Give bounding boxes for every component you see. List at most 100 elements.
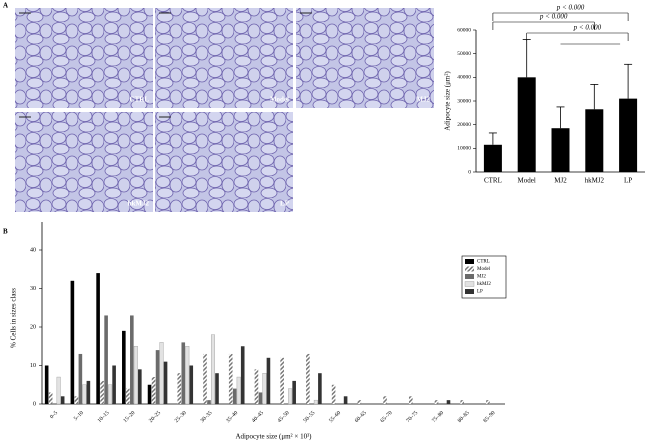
bar	[151, 377, 156, 404]
micrograph-label: LP	[280, 200, 290, 208]
bar	[288, 388, 293, 405]
bar	[236, 376, 241, 405]
bar	[383, 396, 387, 404]
bar	[60, 396, 65, 404]
bar	[331, 384, 336, 404]
x-tick-label: 45–50	[277, 410, 291, 424]
y-tick-label: 40	[30, 247, 36, 253]
significance-label: p < 0.000	[539, 13, 568, 21]
bar	[104, 315, 108, 404]
bar	[82, 384, 87, 405]
bar	[56, 376, 61, 405]
x-tick-label: 55–60	[328, 410, 342, 424]
y-axis-label: % Cells in sizes class	[10, 288, 18, 348]
micrograph	[296, 8, 434, 108]
bar	[486, 400, 490, 404]
bar	[122, 330, 126, 404]
bar	[44, 365, 49, 404]
y-tick-label: 0	[468, 169, 471, 175]
significance-label: p < 0.000	[556, 4, 585, 12]
x-tick-label: 85–90	[482, 410, 496, 424]
x-tick-label: 30–35	[200, 410, 214, 424]
bar	[147, 384, 152, 404]
bar	[112, 365, 116, 404]
bar	[266, 357, 271, 404]
bar	[483, 144, 502, 172]
legend-label: LP	[477, 290, 483, 295]
y-tick-label: 30000	[457, 98, 471, 104]
bar	[446, 400, 451, 404]
bar	[163, 361, 168, 404]
y-tick-label: 60000	[457, 27, 471, 33]
bar	[86, 380, 91, 404]
bar	[228, 353, 233, 404]
x-tick-label: CTRL	[484, 177, 502, 185]
legend-swatch	[465, 266, 474, 272]
legend-label: CTRL	[477, 260, 490, 265]
x-axis-label: Adipocyte size (μm² × 10³)	[235, 433, 312, 441]
bar	[240, 346, 245, 404]
x-tick-label: Model	[518, 177, 536, 185]
legend-label: Model	[477, 267, 491, 272]
bar	[343, 396, 348, 404]
bar	[155, 350, 160, 404]
x-tick-label: MJ2	[554, 177, 567, 185]
bar	[306, 353, 310, 404]
bar	[408, 396, 413, 404]
micrograph-label: CTRL	[130, 96, 150, 104]
bar	[585, 109, 604, 172]
x-tick-label: 15–20	[122, 410, 136, 424]
bar	[318, 373, 322, 404]
bar	[133, 346, 138, 405]
legend-label: hkMJ2	[477, 282, 491, 287]
legend-label: MJ2	[477, 275, 486, 280]
bar	[232, 388, 237, 404]
bar	[207, 400, 211, 404]
x-tick-label: 50–55	[302, 410, 316, 424]
x-tick-label: 75–80	[431, 410, 445, 424]
bar	[130, 315, 134, 404]
bar	[619, 98, 638, 172]
x-tick-label: 35–40	[225, 410, 239, 424]
bar	[138, 369, 142, 404]
x-tick-label: 70–75	[405, 410, 419, 424]
bar	[70, 280, 75, 404]
bar	[108, 384, 113, 405]
y-tick-label: 10000	[457, 146, 471, 152]
bar	[357, 400, 362, 404]
significance-label: p < 0.000	[573, 24, 602, 32]
micrograph-label: MJ2	[416, 96, 430, 104]
x-tick-label: 0–5	[49, 410, 59, 420]
y-tick-label: 20000	[457, 122, 471, 128]
bar	[203, 353, 207, 404]
bar	[258, 392, 263, 404]
micrograph	[155, 8, 293, 108]
panel-label: B	[3, 228, 8, 236]
bar	[210, 334, 215, 405]
bar	[517, 77, 536, 172]
bar	[181, 342, 186, 404]
legend-swatch	[464, 281, 475, 287]
y-tick-label: 40000	[457, 75, 471, 81]
x-tick-label: 40–45	[251, 410, 265, 424]
micrograph-label: hkMJ2	[128, 200, 150, 208]
bar	[189, 365, 194, 404]
y-tick-label: 30	[30, 286, 36, 292]
bar	[96, 273, 100, 404]
x-tick-label: 60–65	[354, 410, 368, 424]
x-tick-label: 5–10	[73, 410, 85, 422]
bar	[254, 369, 259, 404]
micrograph	[155, 112, 293, 212]
bar	[434, 400, 439, 404]
bar	[292, 380, 296, 404]
y-tick-label: 10	[30, 363, 36, 369]
bar	[215, 373, 219, 404]
bar	[100, 380, 104, 404]
y-tick-label: 50000	[457, 51, 471, 57]
bar	[185, 346, 190, 405]
y-tick-label: 0	[33, 401, 36, 407]
bar	[74, 396, 79, 404]
x-tick-label: 25–30	[174, 410, 188, 424]
legend-swatch	[465, 289, 474, 294]
